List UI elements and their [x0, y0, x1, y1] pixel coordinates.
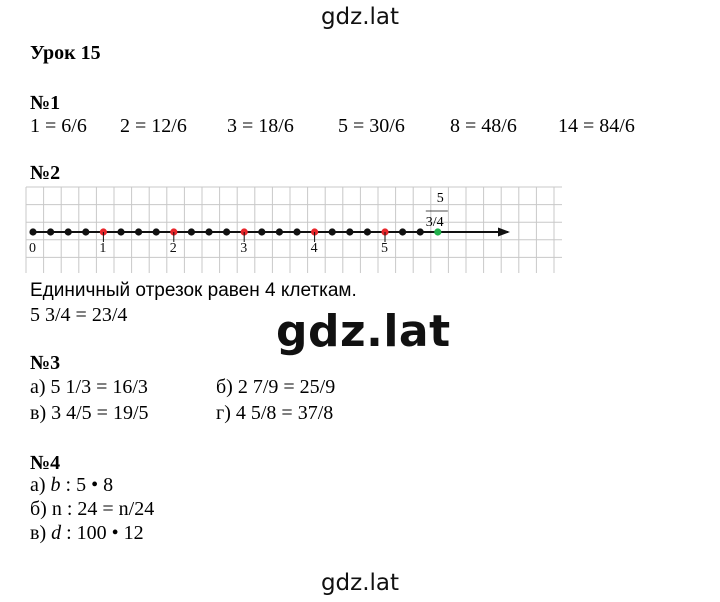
- lesson-title: Урок 15: [30, 42, 101, 64]
- number-line-point: [275, 228, 283, 236]
- task4-v-variable: d: [51, 522, 62, 544]
- watermark-bottom: gdz.lat: [320, 570, 400, 596]
- task3-item-a: а) 5 1/3 = 16/3: [30, 376, 148, 398]
- task1-item: 3 = 18/6: [227, 115, 294, 137]
- number-line-point: [223, 228, 231, 236]
- number-line-point: [363, 228, 371, 236]
- number-line-point: [47, 228, 55, 236]
- number-line-point: [82, 228, 90, 236]
- task1-item: 8 = 48/6: [450, 115, 517, 137]
- axis-arrow-icon: [498, 227, 510, 237]
- number-line-point: [258, 228, 266, 236]
- number-line-point: [293, 228, 301, 236]
- tick-label: 3: [240, 241, 247, 256]
- task1-heading: №1: [30, 92, 61, 114]
- task4-heading: №4: [30, 452, 61, 474]
- number-line-point: [399, 228, 407, 236]
- task1-item: 5 = 30/6: [338, 115, 405, 137]
- number-line-point: [346, 228, 354, 236]
- task3-item-b: б) 2 7/9 = 25/9: [216, 376, 336, 398]
- task4-v-rest: : 100 • 12: [61, 522, 144, 544]
- grid-paper: [25, 186, 562, 273]
- tick-label: 1: [99, 241, 106, 256]
- number-line-point: [152, 228, 160, 236]
- number-line-point: [416, 228, 424, 236]
- tick-label: 0: [29, 241, 36, 256]
- answer-label-whole: 5: [437, 191, 444, 206]
- number-line-point: [29, 228, 37, 236]
- task3-item-g: г) 4 5/8 = 37/8: [216, 402, 334, 424]
- watermark-top: gdz.lat: [320, 4, 400, 30]
- task2-text-line1: Единичный отрезок равен 4 клеткам.: [30, 280, 357, 301]
- task1-item: 1 = 6/6: [30, 115, 87, 137]
- task4-a-rest: : 5 • 8: [60, 474, 114, 496]
- task4-item-b: б) n : 24 = n/24: [30, 498, 155, 520]
- number-line-point: [187, 228, 195, 236]
- task1-item: 14 = 84/6: [558, 115, 635, 137]
- task3-item-v: в) 3 4/5 = 19/5: [30, 402, 149, 424]
- answer-point-marker: [434, 228, 442, 236]
- task4-item-v: в) d : 100 • 12: [30, 522, 144, 545]
- task4-a-variable: b: [50, 474, 61, 496]
- tick-label: 5: [381, 241, 388, 256]
- task4-a-prefix: а): [30, 474, 51, 496]
- task1-item: 2 = 12/6: [120, 115, 187, 137]
- number-line-point: [135, 228, 143, 236]
- answer-label-fraction: 3/4: [426, 215, 444, 230]
- task3-heading: №3: [30, 352, 61, 374]
- number-line-point: [205, 228, 213, 236]
- tick-label: 2: [170, 241, 177, 256]
- task4-v-prefix: в): [30, 522, 52, 544]
- number-line-point: [64, 228, 72, 236]
- task2-text-line2: 5 3/4 = 23/4: [30, 304, 128, 326]
- task4-item-a: а) b : 5 • 8: [30, 474, 113, 497]
- number-line-point: [328, 228, 336, 236]
- watermark-center: gdz.lat: [276, 306, 451, 357]
- tick-label: 4: [311, 241, 318, 256]
- task2-heading: №2: [30, 162, 61, 184]
- number-line-point: [117, 228, 125, 236]
